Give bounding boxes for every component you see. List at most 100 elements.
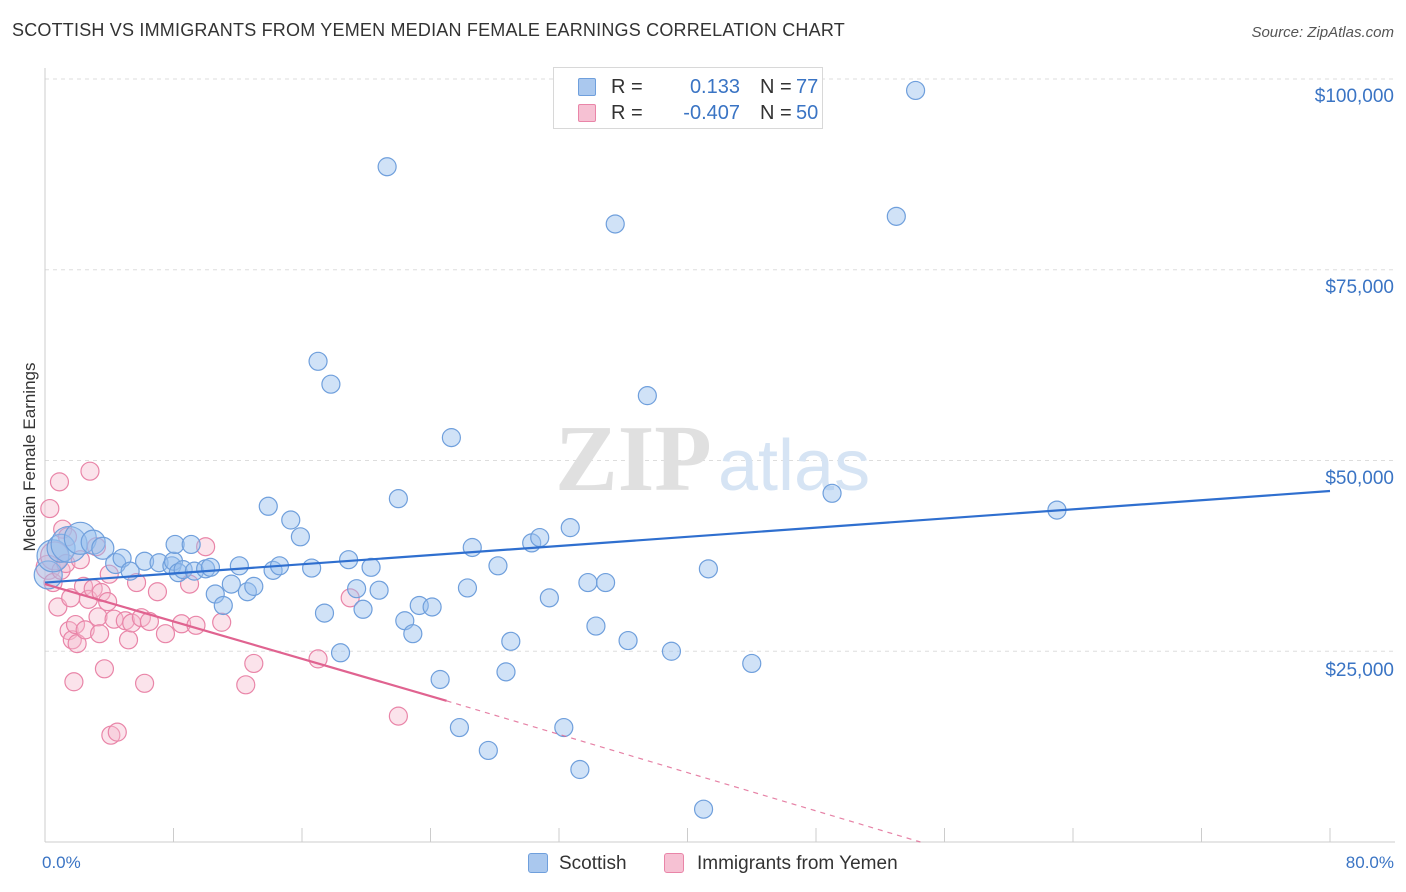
point-scottish-21 xyxy=(205,584,225,604)
watermark-zip: ZIP xyxy=(555,407,712,511)
y-tick-label-100000: $100,000 xyxy=(1314,86,1394,107)
legend-n-label: N = xyxy=(760,101,792,124)
point-scottish-1 xyxy=(36,539,70,573)
point-scottish-48 xyxy=(430,669,450,690)
point-scottish-26 xyxy=(244,576,264,596)
point-scottish-62 xyxy=(570,759,590,780)
point-scottish-53 xyxy=(478,740,498,761)
series-legend-swatch-yemen xyxy=(664,853,684,873)
point-yemen-31 xyxy=(107,722,127,742)
point-scottish-65 xyxy=(595,572,616,593)
point-yemen-24 xyxy=(90,624,110,644)
point-scottish-32 xyxy=(302,558,322,578)
point-yemen-38 xyxy=(139,611,160,632)
point-scottish-59 xyxy=(539,588,559,608)
point-scottish-52 xyxy=(462,537,482,558)
point-scottish-33 xyxy=(308,351,328,371)
point-scottish-30 xyxy=(281,510,301,530)
point-scottish-67 xyxy=(618,630,638,651)
point-scottish-24 xyxy=(229,556,249,576)
point-scottish-34 xyxy=(314,603,335,623)
legend-n-value-scottish: 77 xyxy=(796,75,819,98)
point-scottish-74 xyxy=(886,206,906,226)
point-scottish-39 xyxy=(353,599,373,619)
point-scottish-69 xyxy=(661,641,682,661)
y-tick-label-75000: $75,000 xyxy=(1325,277,1394,298)
chart-title: SCOTTISH VS IMMIGRANTS FROM YEMEN MEDIAN… xyxy=(12,20,845,40)
legend-r-value-yemen: -0.407 xyxy=(683,101,740,124)
trend-line-scottish xyxy=(44,489,1331,584)
point-scottish-20 xyxy=(200,557,221,577)
watermark-atlas: atlas xyxy=(718,426,870,506)
series-scottish-points xyxy=(33,80,1067,819)
point-scottish-4 xyxy=(63,521,97,555)
series-legend-swatch-scottish xyxy=(528,853,548,873)
legend-r-value-scottish: 0.133 xyxy=(689,75,740,98)
trend-line-ext-yemen xyxy=(446,700,921,843)
trend-line-yemen xyxy=(44,583,447,702)
point-scottish-45 xyxy=(403,624,423,644)
point-scottish-35 xyxy=(321,374,341,394)
point-scottish-55 xyxy=(496,662,516,682)
point-yemen-1 xyxy=(40,498,60,519)
point-scottish-60 xyxy=(554,717,574,738)
point-scottish-47 xyxy=(422,597,442,617)
series-legend-label-yemen: Immigrants from Yemen xyxy=(697,853,898,874)
point-yemen-23 xyxy=(88,607,108,627)
point-scottish-42 xyxy=(377,157,397,177)
point-scottish-75 xyxy=(905,80,926,101)
point-scottish-50 xyxy=(449,717,470,738)
point-scottish-49 xyxy=(441,428,461,448)
point-scottish-64 xyxy=(586,616,606,636)
point-yemen-26 xyxy=(94,659,115,679)
legend-swatch-scottish xyxy=(578,78,596,96)
point-yemen-50 xyxy=(388,706,408,726)
point-scottish-71 xyxy=(698,559,718,579)
point-yemen-20 xyxy=(80,461,100,481)
point-yemen-5 xyxy=(49,472,70,492)
point-scottish-68 xyxy=(637,386,657,406)
point-yemen-16 xyxy=(70,550,90,570)
legend-n-label: N = xyxy=(760,75,792,98)
watermark: ZIP atlas xyxy=(555,407,870,511)
point-yemen-44 xyxy=(196,537,216,557)
point-scottish-22 xyxy=(213,595,233,616)
y-tick-label-50000: $50,000 xyxy=(1325,468,1394,489)
legend-r-label: R = xyxy=(611,101,643,124)
point-scottish-70 xyxy=(693,799,714,819)
point-scottish-41 xyxy=(369,580,389,600)
point-yemen-14 xyxy=(65,614,86,635)
point-scottish-27 xyxy=(258,496,278,516)
legend-n-value-yemen: 50 xyxy=(796,101,819,124)
x-tick-label-min: 0.0% xyxy=(42,853,81,872)
point-yemen-46 xyxy=(236,675,256,695)
point-scottish-54 xyxy=(488,556,508,576)
chart-source: Source: ZipAtlas.com xyxy=(1251,24,1394,41)
point-scottish-61 xyxy=(560,518,580,538)
point-scottish-51 xyxy=(457,578,478,598)
point-yemen-9 xyxy=(57,527,78,547)
correlation-legend: R = 0.133 N = 77 R = -0.407 N = 50 xyxy=(553,67,823,129)
point-yemen-18 xyxy=(75,620,95,640)
legend-r-label: R = xyxy=(611,75,643,98)
point-scottish-73 xyxy=(822,483,842,503)
y-tick-label-25000: $25,000 xyxy=(1325,660,1394,681)
point-yemen-35 xyxy=(126,572,147,593)
point-yemen-13 xyxy=(64,672,84,692)
point-scottish-38 xyxy=(347,579,367,599)
point-yemen-33 xyxy=(118,630,139,650)
axes xyxy=(44,68,1395,843)
point-yemen-40 xyxy=(155,624,176,644)
point-scottish-58 xyxy=(530,527,550,548)
point-scottish-6 xyxy=(91,536,115,560)
point-scottish-23 xyxy=(221,574,241,594)
point-scottish-56 xyxy=(501,631,521,651)
point-scottish-72 xyxy=(742,653,762,674)
series-yemen-points xyxy=(35,461,408,745)
point-scottish-40 xyxy=(361,557,381,577)
point-yemen-48 xyxy=(308,649,328,669)
point-scottish-17 xyxy=(181,534,201,555)
point-scottish-66 xyxy=(605,214,625,234)
x-tick-label-max: 80.0% xyxy=(1345,853,1394,872)
